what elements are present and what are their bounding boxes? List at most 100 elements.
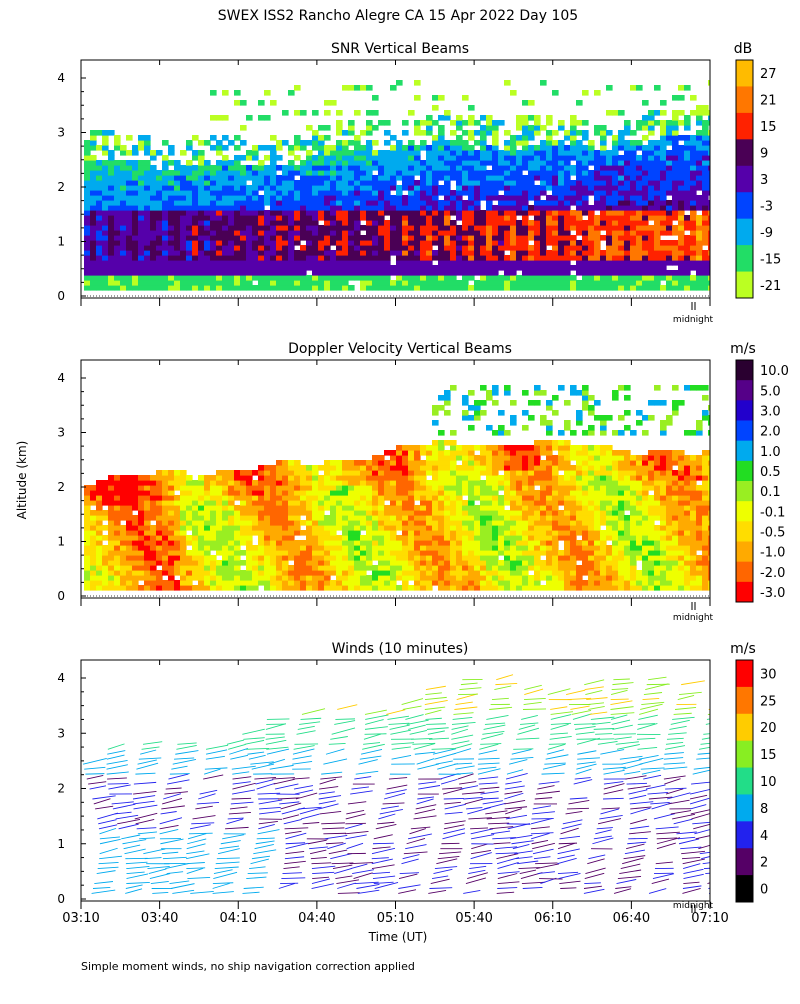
snr-cell (312, 165, 319, 171)
doppler-cell (402, 470, 409, 476)
snr-cell (360, 270, 367, 276)
snr-cell (246, 170, 253, 176)
snr-cell (612, 140, 619, 146)
doppler-cell (222, 555, 229, 561)
snr-cell (690, 215, 697, 221)
snr-cell (624, 225, 631, 231)
snr-cell (678, 155, 685, 161)
snr-cell (600, 175, 607, 181)
snr-cell (654, 145, 661, 151)
doppler-cell (126, 500, 133, 506)
doppler-cell (336, 505, 343, 511)
doppler-cell (126, 475, 133, 481)
snr-cell (258, 285, 265, 291)
doppler-cell (366, 555, 373, 561)
snr-cell (498, 155, 505, 161)
snr-cell (684, 195, 691, 201)
doppler-cell (180, 525, 187, 531)
snr-cell (624, 210, 631, 216)
snr-cell (138, 235, 145, 241)
doppler-cell (138, 570, 145, 576)
snr-cell (432, 230, 439, 236)
doppler-cell (156, 500, 163, 506)
doppler-cell (258, 540, 265, 546)
snr-cell (432, 160, 439, 166)
doppler-cell (474, 570, 481, 576)
snr-cell (84, 160, 91, 166)
snr-cell (174, 275, 181, 281)
snr-cell (366, 230, 373, 236)
doppler-cell (180, 535, 187, 541)
doppler-cell (114, 580, 121, 586)
doppler-cell (462, 550, 469, 556)
snr-cell (702, 145, 709, 151)
snr-cell (258, 160, 265, 166)
snr-cell (498, 260, 505, 266)
snr-cell (510, 235, 517, 241)
doppler-cell (402, 510, 409, 516)
snr-cell (84, 220, 91, 226)
snr-cell (138, 145, 145, 151)
snr-cell (528, 165, 535, 171)
snr-cell (276, 250, 283, 256)
snr-cell (684, 215, 691, 221)
snr-cell (258, 100, 265, 106)
doppler-cell (414, 505, 421, 511)
snr-cell (432, 145, 439, 151)
snr-cell (420, 210, 427, 216)
doppler-cell (156, 550, 163, 556)
doppler-cell (354, 525, 361, 531)
doppler-cell (444, 575, 451, 581)
snr-cell (528, 185, 535, 191)
colorbar-label: 15 (760, 120, 777, 135)
doppler-cell (150, 570, 157, 576)
snr-cell (678, 110, 685, 116)
snr-cell (282, 235, 289, 241)
doppler-cell (138, 535, 145, 541)
snr-cell (486, 190, 493, 196)
snr-cell (234, 175, 241, 181)
snr-cell (438, 210, 445, 216)
snr-cell (222, 185, 229, 191)
doppler-cell (156, 475, 163, 481)
snr-cell (222, 165, 229, 171)
doppler-cell (396, 540, 403, 546)
doppler-cell (258, 500, 265, 506)
snr-cell (414, 265, 421, 271)
snr-cell (426, 165, 433, 171)
snr-cell (126, 195, 133, 201)
doppler-cell (288, 495, 295, 501)
doppler-cell (162, 560, 169, 566)
doppler-cell (282, 485, 289, 491)
snr-cell (192, 230, 199, 236)
snr-cell (504, 255, 511, 261)
doppler-cell (90, 515, 97, 521)
snr-cell (108, 215, 115, 221)
snr-cell (684, 120, 691, 126)
doppler-cell (300, 505, 307, 511)
doppler-cell (300, 570, 307, 576)
snr-cell (144, 160, 151, 166)
doppler-cell (114, 520, 121, 526)
snr-cell (630, 160, 637, 166)
snr-cell (276, 145, 283, 151)
snr-cell (258, 225, 265, 231)
snr-cell (624, 175, 631, 181)
doppler-cell (468, 575, 475, 581)
doppler-cell (258, 470, 265, 476)
snr-cell (660, 200, 667, 206)
snr-cell (492, 125, 499, 131)
doppler-cell (198, 570, 205, 576)
snr-cell (234, 215, 241, 221)
snr-cell (210, 255, 217, 261)
snr-cell (402, 275, 409, 281)
doppler-cell (264, 565, 271, 571)
doppler-cell (360, 515, 367, 521)
snr-cell (162, 285, 169, 291)
doppler-cell (90, 530, 97, 536)
snr-cell (504, 80, 511, 86)
snr-cell (390, 175, 397, 181)
snr-cell (408, 180, 415, 186)
doppler-cell (108, 535, 115, 541)
snr-cell (684, 160, 691, 166)
